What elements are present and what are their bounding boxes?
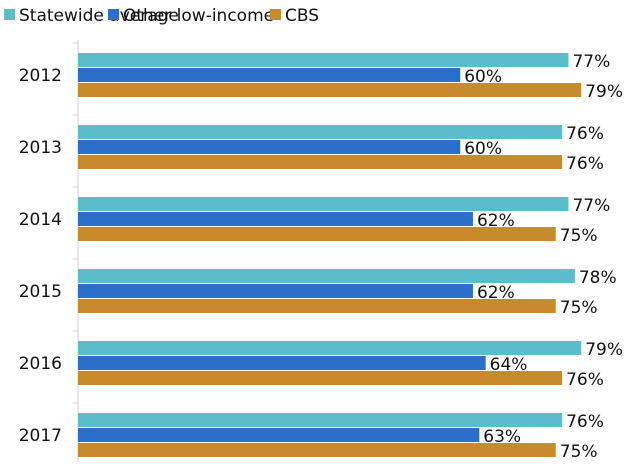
y-tick-label: 2012 [19,66,62,86]
value-label: 60% [464,139,502,159]
bar [78,413,563,427]
value-label: 76% [566,412,604,432]
legend-label: CBS [285,6,319,26]
legend-swatch [4,9,15,20]
bar [78,284,473,298]
value-label: 60% [464,67,502,87]
y-tick-label: 2016 [19,354,62,374]
value-label: 76% [566,124,604,144]
legend-swatch [270,9,281,20]
bar [78,197,569,211]
value-label: 62% [477,211,515,231]
value-label: 63% [483,427,521,447]
value-label: 76% [566,370,604,390]
value-label: 62% [477,283,515,303]
bar [78,428,480,442]
value-label: 77% [572,52,610,72]
value-label: 79% [585,340,623,360]
value-label: 75% [560,298,598,318]
bar [78,155,563,169]
legend-label: Other low-income [123,6,274,26]
bar [78,356,486,370]
y-tick-label: 2015 [19,282,62,302]
bar [78,125,563,139]
bar [78,212,473,226]
value-label: 75% [560,442,598,462]
y-tick-label: 2014 [19,210,62,230]
bar [78,53,569,67]
bar [78,371,563,385]
value-label: 75% [560,226,598,246]
value-label: 77% [572,196,610,216]
legend-swatch [108,9,119,20]
y-tick-label: 2017 [19,426,62,446]
y-tick-label: 2013 [19,138,62,158]
bar [78,341,582,355]
value-label: 64% [490,355,528,375]
value-label: 79% [585,82,623,102]
bar [78,83,582,97]
legend-label: Statewide average [19,6,179,26]
bar [78,269,575,283]
value-label: 78% [579,268,617,288]
bar [78,443,556,457]
bar [78,140,461,154]
bar [78,227,556,241]
bar [78,299,556,313]
bar [78,68,461,82]
value-label: 76% [566,154,604,174]
